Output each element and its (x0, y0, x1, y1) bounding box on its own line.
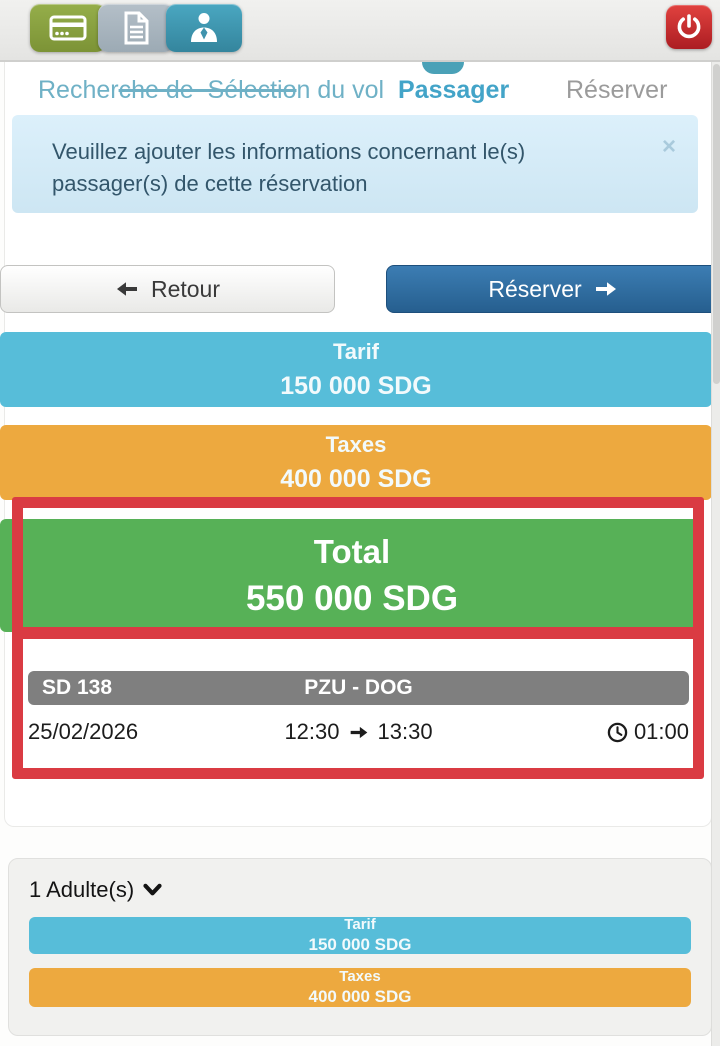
breadcrumb-step-recherche-selection[interactable]: Recherche de Sélection du vol (38, 76, 384, 105)
passenger-fare-panel: 1 Adulte(s) Tarif 150 000 SDG Taxes 400 … (8, 858, 712, 1036)
total-value: 550 000 SDG (245, 578, 459, 618)
total-label: Total (313, 532, 391, 570)
arrow-right-icon (349, 724, 369, 741)
passenger-tarif-bar: Tarif 150 000 SDG (29, 916, 691, 954)
total-summary-bar: Total 550 000 SDG (0, 519, 704, 632)
close-icon[interactable]: × (661, 133, 676, 160)
document-icon (120, 10, 152, 46)
duration-value: 01:00 (633, 719, 689, 744)
passenger-tarif-value: 150 000 SDG (308, 935, 412, 954)
credit-card-icon (48, 13, 88, 43)
flight-route: PZU - DOG (304, 676, 413, 699)
passenger-taxes-label: Taxes (339, 968, 381, 985)
taxes-label: Taxes (325, 431, 387, 457)
chevron-down-icon (143, 883, 162, 898)
step1-struck-text: che de Sélectio (118, 76, 297, 104)
tarif-value: 150 000 SDG (280, 371, 432, 400)
toolbar-icon-group (30, 4, 242, 52)
reserve-button-label: Réserver (488, 275, 582, 302)
breadcrumb-step-passager[interactable]: Passager (398, 76, 510, 104)
passenger-taxes-bar: Taxes 400 000 SDG (29, 968, 691, 1007)
arrow-left-icon (115, 279, 139, 299)
departure-time: 12:30 (284, 719, 340, 744)
flight-leg-times: 12:30 13:30 (28, 719, 689, 745)
tarif-label: Tarif (332, 338, 380, 364)
breadcrumb-step-reserver: Réserver (566, 76, 668, 104)
vertical-scrollbar[interactable] (711, 62, 720, 1046)
flight-date: 25/02/2026 (28, 719, 139, 744)
scrollbar-thumb[interactable] (713, 64, 720, 384)
payment-tab-button[interactable] (30, 4, 106, 52)
taxes-value: 400 000 SDG (280, 464, 432, 493)
flight-number: SD 138 (42, 676, 113, 699)
passenger-info-alert: Veuillez ajouter les informations concer… (12, 115, 698, 213)
active-step-indicator-arc (422, 62, 464, 74)
step1-suffix: n du vol (296, 76, 385, 104)
passenger-taxes-value: 400 000 SDG (308, 987, 412, 1006)
person-icon (186, 10, 222, 46)
back-button-label: Retour (150, 275, 221, 302)
breadcrumb: Recherche de Sélection du vol Passager R… (0, 76, 712, 112)
adult-group-label: 1 Adulte(s) (29, 877, 135, 902)
document-tab-button[interactable] (98, 4, 174, 52)
arrival-time: 13:30 (377, 719, 433, 744)
passenger-tab-button[interactable] (166, 4, 242, 52)
flight-duration: 01:00 (607, 719, 689, 745)
tarif-summary-bar: Tarif 150 000 SDG (0, 332, 712, 407)
alert-message: Veuillez ajouter les informations concer… (52, 139, 526, 196)
step1-prefix: Recher (38, 76, 119, 104)
power-icon (675, 13, 703, 41)
logout-power-button[interactable] (666, 5, 712, 49)
reserve-button[interactable]: Réserver (386, 265, 720, 313)
flight-times-row: 25/02/2026 12:30 13:30 01:00 (28, 716, 689, 748)
adult-group-toggle[interactable]: 1 Adulte(s) (29, 877, 162, 903)
taxes-summary-bar: Taxes 400 000 SDG (0, 425, 712, 500)
passenger-tarif-label: Tarif (344, 916, 376, 933)
arrow-right-icon (594, 279, 618, 299)
flight-header-bar: SD 138 PZU - DOG (28, 671, 689, 705)
back-button[interactable]: Retour (0, 265, 335, 313)
clock-icon (607, 722, 628, 743)
top-toolbar (0, 0, 720, 62)
